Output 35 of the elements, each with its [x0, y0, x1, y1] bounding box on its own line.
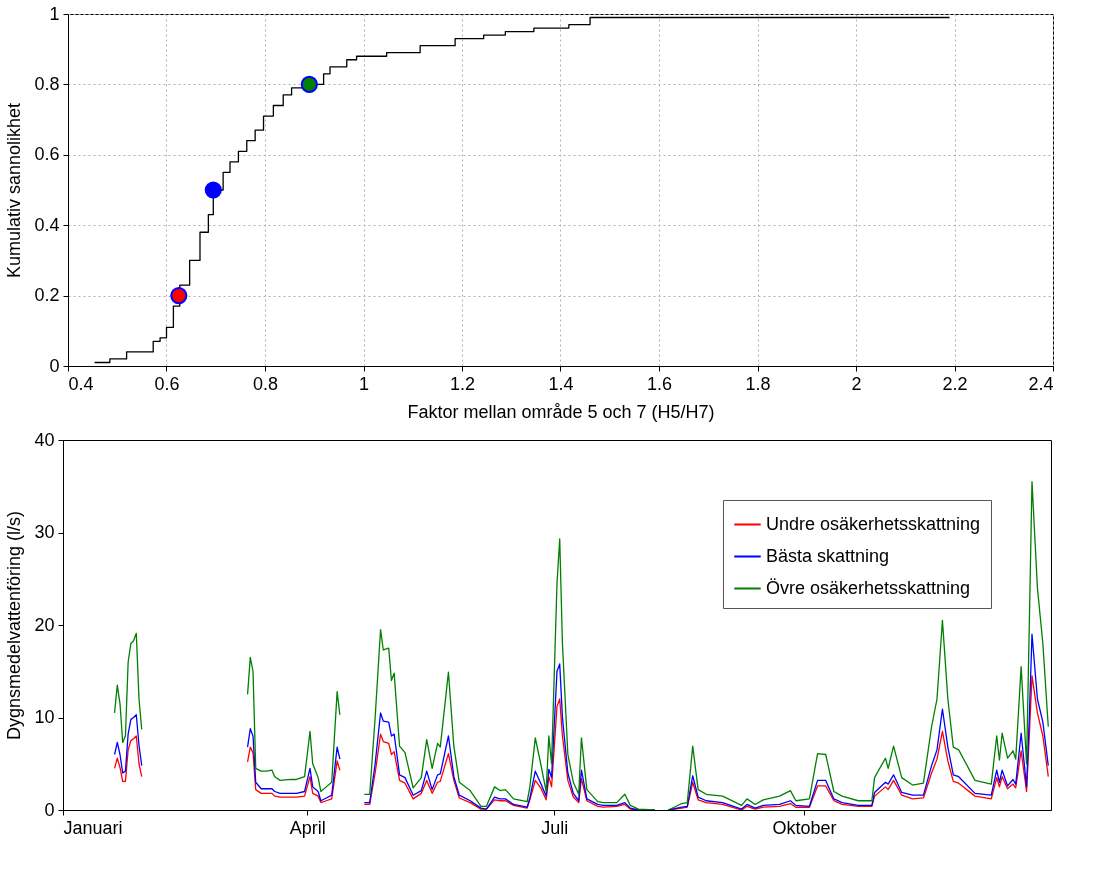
x-tick-label: Oktober [772, 817, 837, 838]
x-axis-title: Faktor mellan område 5 och 7 (H5/H7) [407, 401, 715, 422]
y-tick-label: 10 [34, 707, 55, 727]
x-tick-label: Juli [541, 817, 569, 838]
x-tick-label: 1 [358, 373, 370, 394]
x-tick-label: 2 [851, 373, 862, 394]
y-tick-label: 20 [34, 614, 55, 635]
point [300, 75, 318, 93]
y-tick-label: 0.2 [34, 285, 60, 306]
y-axis-title: Kumulativ sannolikhet [4, 102, 25, 279]
x-tick-label: 2.4 [1028, 373, 1054, 394]
y-tick-label: 30 [34, 522, 55, 542]
legend-label: Undre osäkerhetsskattning [766, 513, 981, 534]
x-tick-label: 1.6 [646, 373, 673, 394]
x-tick-label: 0.6 [154, 373, 180, 394]
legend-label: Övre osäkerhetsskattning [766, 577, 971, 598]
y-tick-label: 0.4 [34, 214, 60, 235]
y-tick-label: 40 [34, 429, 55, 450]
x-tick-label: April [289, 817, 326, 838]
y-tick-label: 0 [49, 355, 60, 376]
legend-label: Bästa skattning [766, 545, 890, 566]
y-axis-title: Dygnsmedelvattenföring (l/s) [4, 510, 25, 741]
x-tick-label: 1.4 [548, 373, 574, 394]
x-tick-label: 0.4 [68, 373, 94, 394]
x-tick-label: 0.8 [252, 373, 279, 394]
x-tick-label: Januari [63, 817, 123, 838]
x-tick-label: 1.8 [745, 373, 771, 394]
x-tick-label: 2.2 [942, 373, 968, 394]
point [170, 287, 188, 305]
x-tick-label: 1.2 [449, 373, 476, 394]
y-tick-label: 0 [44, 799, 55, 820]
y-tick-label: 1 [49, 3, 60, 24]
point [204, 181, 222, 199]
y-tick-label: 0.6 [34, 144, 60, 165]
y-tick-label: 0.8 [34, 73, 60, 94]
